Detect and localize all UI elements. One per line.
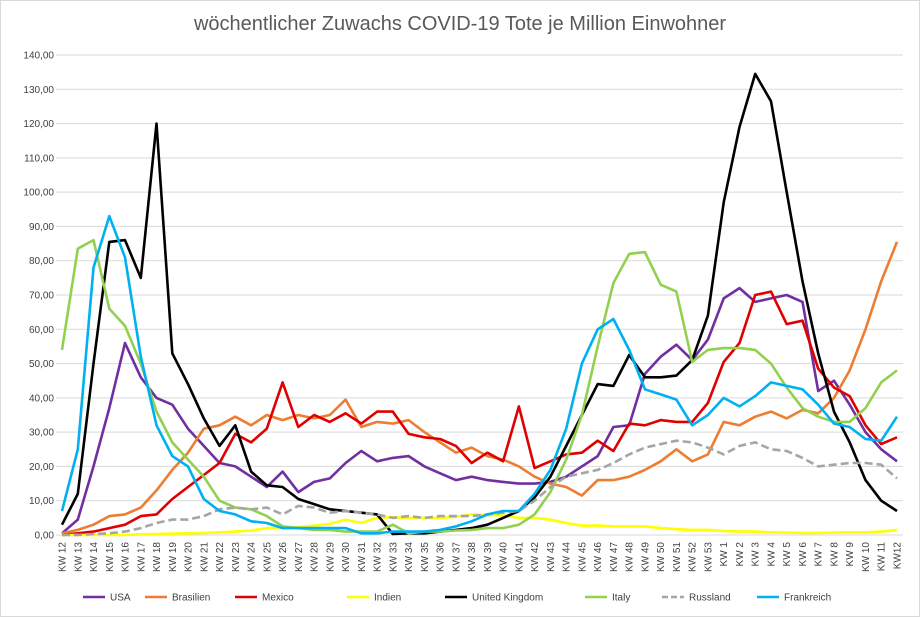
y-tick-label: 20,00	[29, 462, 54, 473]
x-tick-label: KW 17	[136, 542, 147, 572]
x-tick-label: KW 33	[388, 542, 399, 572]
y-tick-label: 100,00	[23, 188, 54, 199]
x-tick-label: KW 1	[719, 542, 730, 567]
legend-label: Frankreich	[784, 593, 831, 604]
y-tick-label: 60,00	[29, 325, 54, 336]
series-line	[60, 238, 898, 535]
x-tick-label: KW 51	[672, 542, 683, 572]
series-line	[61, 286, 898, 535]
x-tick-label: KW 8	[829, 542, 840, 567]
x-tick-label: KW 7	[814, 542, 825, 567]
y-tick-label: 130,00	[23, 85, 54, 96]
legend-label: USA	[110, 593, 131, 604]
x-tick-label: KW 34	[404, 542, 415, 572]
x-tick-label: KW 53	[703, 542, 714, 572]
y-tick-label: 70,00	[29, 291, 54, 302]
y-tick-label: 40,00	[29, 393, 54, 404]
x-tick-label: KW 18	[152, 542, 163, 572]
y-tick-label: 90,00	[29, 222, 54, 233]
x-tick-label: KW 6	[798, 542, 809, 567]
x-tick-label: KW 22	[215, 542, 226, 572]
legend-label: Indien	[374, 593, 401, 604]
x-tick-label: KW 43	[546, 542, 557, 572]
x-tick-label: KW 12	[58, 542, 69, 572]
x-tick-label: KW 27	[294, 542, 305, 572]
y-tick-label: 50,00	[29, 359, 54, 370]
legend-label: United Kingdom	[472, 593, 543, 604]
x-tick-label: KW 24	[247, 542, 258, 572]
y-tick-label: 30,00	[29, 428, 54, 439]
y-tick-label: 140,00	[23, 51, 54, 62]
x-tick-label: KW 10	[861, 542, 872, 572]
x-tick-label: KW 21	[199, 542, 210, 572]
y-tick-label: 110,00	[24, 153, 54, 164]
series-line	[60, 72, 898, 536]
x-tick-label: KW 44	[562, 542, 573, 572]
y-tick-label: 0,00	[35, 531, 55, 542]
x-tick-label: KW 29	[325, 542, 336, 572]
x-tick-label: KW 5	[782, 542, 793, 567]
x-tick-label: KW 11	[877, 542, 888, 572]
x-tick-label: KW 16	[121, 542, 132, 572]
x-tick-label: KW 39	[483, 542, 494, 572]
x-tick-label: KW 15	[105, 542, 116, 572]
x-tick-label: KW 45	[577, 542, 588, 572]
x-tick-label: KW 41	[514, 542, 525, 572]
x-tick-label: KW 23	[231, 542, 242, 572]
x-tick-label: KW 42	[530, 542, 541, 572]
x-tick-label: KW 48	[625, 542, 636, 572]
x-tick-label: KW 19	[168, 542, 179, 572]
series-line	[61, 241, 899, 535]
legend-label: Mexico	[262, 593, 294, 604]
series-line	[60, 214, 899, 535]
x-tick-label: KW 31	[357, 542, 368, 572]
x-tick-label: KW 36	[436, 542, 447, 572]
x-tick-label: KW 46	[593, 542, 604, 572]
x-tick-label: KW 35	[420, 542, 431, 572]
legend-label: Brasilien	[172, 593, 210, 604]
chart-title: wöchentlicher Zuwachs COVID-19 Tote je M…	[193, 13, 726, 35]
x-tick-label: KW 2	[735, 542, 746, 567]
x-tick-label: KW 13	[73, 542, 84, 572]
x-tick-label: KW 14	[89, 542, 100, 572]
x-tick-label: KW 40	[499, 542, 510, 572]
y-tick-label: 10,00	[29, 496, 54, 507]
y-tick-label: 80,00	[29, 256, 54, 267]
x-tick-label: KW 4	[766, 542, 777, 567]
x-tick-label: KW 26	[278, 542, 289, 572]
legend-label: Italy	[612, 593, 630, 604]
x-tick-label: KW 25	[262, 542, 273, 572]
x-tick-label: KW 49	[640, 542, 651, 572]
x-tick-label: KW 38	[467, 542, 478, 572]
x-tick-label: KW 32	[373, 542, 384, 572]
series-line	[62, 439, 898, 537]
legend-label: Russland	[689, 593, 731, 604]
x-tick-label: KW 30	[341, 542, 352, 572]
x-tick-label: KW12	[893, 542, 904, 570]
x-tick-label: KW 20	[184, 542, 195, 572]
x-tick-label: KW 37	[451, 542, 462, 572]
y-tick-label: 120,00	[23, 119, 54, 130]
x-tick-label: KW 47	[609, 542, 620, 572]
x-tick-label: KW 50	[656, 542, 667, 572]
x-tick-label: KW 9	[845, 542, 856, 567]
x-tick-label: KW 52	[688, 542, 699, 572]
x-tick-label: KW 28	[310, 542, 321, 572]
series-line	[61, 290, 898, 537]
x-tick-label: KW 3	[751, 542, 762, 567]
